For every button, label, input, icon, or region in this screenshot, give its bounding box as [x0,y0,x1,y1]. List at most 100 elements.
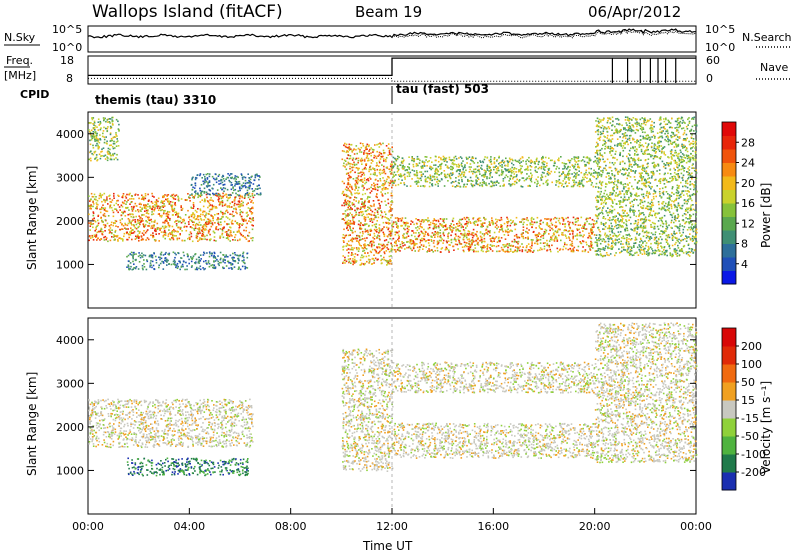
echo-point [416,163,418,166]
echo-point [376,210,379,212]
echo-point [236,254,238,257]
echo-point [347,240,350,243]
echo-point [511,172,513,174]
echo-point [171,194,173,196]
echo-point [101,219,103,222]
echo-point [238,186,241,188]
echo-point [239,254,242,256]
echo-point [585,218,587,221]
echo-point [247,207,250,209]
echo-point [385,187,387,189]
echo-point [101,233,103,235]
echo-point [590,172,593,175]
echo-point [106,199,108,202]
echo-point [139,206,142,208]
echo-point [409,239,412,241]
echo-point [377,207,379,209]
echo-point [482,250,484,253]
echo-point [458,222,461,224]
echo-point [565,247,567,250]
echo-point [222,187,225,189]
echo-point [94,138,97,141]
echo-point [218,261,221,264]
echo-point [452,245,455,248]
echo-point [197,208,199,210]
echo-point [347,244,349,246]
echo-point [513,173,516,175]
echo-point [397,155,399,158]
echo-point [441,225,443,227]
echo-point [402,160,405,163]
echo-point [594,241,597,244]
echo-point [546,184,549,186]
echo-point [588,235,590,237]
echo-point [581,179,584,181]
echo-point [368,159,370,162]
echo-point [373,262,375,264]
echo-point [515,168,518,170]
echo-point [443,229,446,231]
echo-point [243,197,246,199]
echo-point [376,259,379,261]
echo-point [593,161,595,163]
echo-point [372,173,375,176]
echo-point [490,163,493,165]
echo-point [420,173,423,176]
echo-point [229,177,232,179]
echo-point [219,202,221,204]
echo-point [114,231,116,233]
echo-point [543,233,545,235]
echo-point [364,237,366,240]
echo-point [368,168,371,171]
echo-point [363,215,366,218]
echo-point [204,216,207,219]
echo-point [99,208,101,211]
echo-point [185,261,187,264]
echo-point [353,223,355,225]
echo-point [518,236,521,239]
echo-point [194,178,197,181]
echo-point [371,248,374,251]
echo-point [390,169,393,171]
echo-point [401,157,404,160]
echo-point [128,233,130,236]
echo-point [256,192,258,195]
echo-point [352,222,355,225]
echo-point [508,183,510,185]
echo-point [214,267,217,269]
echo-point [168,252,171,255]
echo-point [258,178,260,181]
echo-point [100,228,103,231]
echo-point [557,159,559,161]
echo-point [393,245,396,247]
echo-point [422,248,424,250]
echo-point [454,163,456,165]
echo-point [460,223,463,226]
echo-point [500,174,503,176]
echo-point [236,175,238,178]
echo-point [393,175,395,177]
echo-point [450,223,452,225]
echo-point [111,209,114,212]
echo-point [231,222,233,225]
echo-point [502,178,505,180]
echo-point [453,163,455,166]
echo-point [97,118,100,120]
echo-point [101,220,103,223]
echo-point [236,231,239,233]
echo-point [455,164,458,166]
echo-point [194,190,197,193]
echo-point [370,263,373,265]
echo-point [539,233,541,235]
echo-point [415,170,418,172]
echo-point [527,236,529,238]
echo-point [446,165,449,168]
echo-point [576,234,579,237]
echo-point [248,182,251,184]
echo-point [127,199,129,201]
echo-point [504,168,507,171]
echo-point [419,185,422,187]
echo-point [130,227,132,229]
echo-point [198,221,201,224]
echo-point [184,214,187,216]
